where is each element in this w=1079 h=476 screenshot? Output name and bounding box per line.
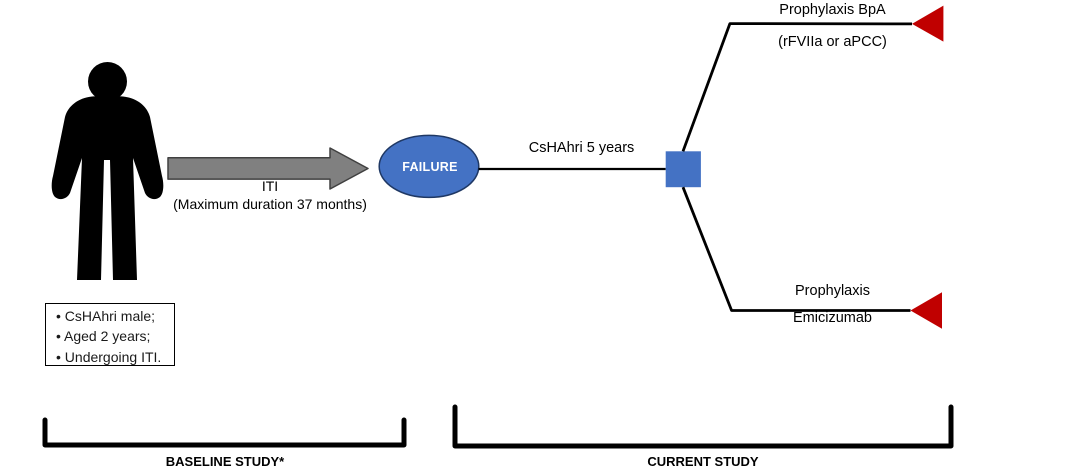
svg-text:FAILURE: FAILURE (402, 160, 458, 174)
